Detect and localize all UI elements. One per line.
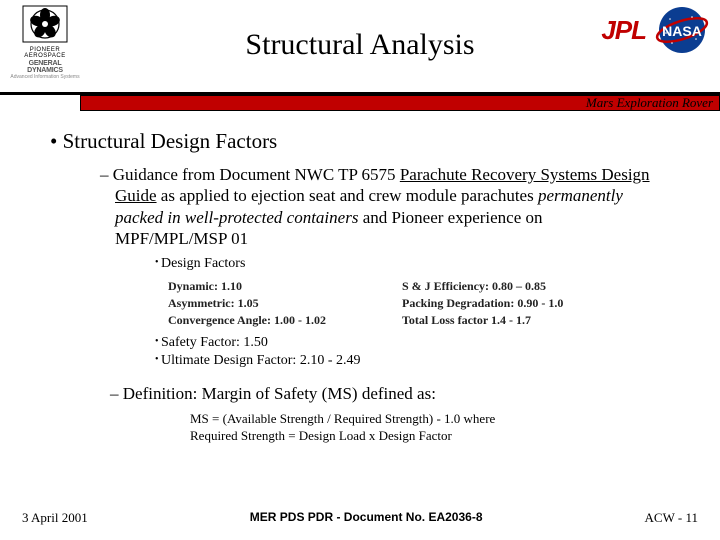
guidance-mid: as applied to ejection seat and crew mod…	[157, 186, 538, 205]
design-factors-table: Dynamic: 1.10 S & J Efficiency: 0.80 – 0…	[168, 279, 608, 328]
slide-header: PIONEER AEROSPACE GENERAL DYNAMICS Advan…	[0, 0, 720, 95]
bullet-ultimate-factor: Ultimate Design Factor: 2.10 - 2.49	[155, 352, 680, 370]
factor-cell: S & J Efficiency: 0.80 – 0.85	[402, 279, 608, 294]
design-factors-box: Dynamic: 1.10 S & J Efficiency: 0.80 – 0…	[168, 279, 608, 328]
jpl-logo: JPL	[601, 15, 646, 46]
bullet-definition: Definition: Margin of Safety (MS) define…	[110, 383, 650, 404]
definition-line2: Required Strength = Design Load x Design…	[190, 427, 680, 445]
footer-date: 3 April 2001	[22, 510, 88, 526]
general-dynamics-label: GENERAL DYNAMICS	[10, 60, 80, 74]
factor-cell: Convergence Angle: 1.00 - 1.02	[168, 313, 374, 328]
bullet-guidance: Guidance from Document NWC TP 6575 Parac…	[100, 164, 650, 249]
factor-cell: Asymmetric: 1.05	[168, 296, 374, 311]
gd-subtitle: Advanced Information Systems	[10, 74, 80, 80]
nasa-logo-icon: NASA	[652, 5, 712, 55]
right-logos: JPL NASA	[601, 5, 712, 55]
footer-docno: MER PDS PDR - Document No. EA2036-8	[250, 510, 483, 526]
definition-line1: MS = (Available Strength / Required Stre…	[190, 410, 680, 428]
banner-text: Mars Exploration Rover	[586, 95, 713, 111]
factor-cell: Dynamic: 1.10	[168, 279, 374, 294]
svg-text:NASA: NASA	[662, 23, 702, 39]
bullet-safety-factor: Safety Factor: 1.50	[155, 334, 680, 352]
bullet-level1: Structural Design Factors	[50, 129, 680, 154]
slide-footer: 3 April 2001 MER PDS PDR - Document No. …	[0, 510, 720, 526]
slide-content: Structural Design Factors Guidance from …	[0, 111, 720, 455]
factor-cell: Total Loss factor 1.4 - 1.7	[402, 313, 608, 328]
guidance-prefix: Guidance from Document NWC TP 6575	[113, 165, 400, 184]
banner-bar: Mars Exploration Rover	[80, 95, 720, 111]
bullet-design-factors: Design Factors	[155, 255, 680, 273]
factor-cell: Packing Degradation: 0.90 - 1.0	[402, 296, 608, 311]
footer-page: ACW - 11	[645, 510, 698, 526]
